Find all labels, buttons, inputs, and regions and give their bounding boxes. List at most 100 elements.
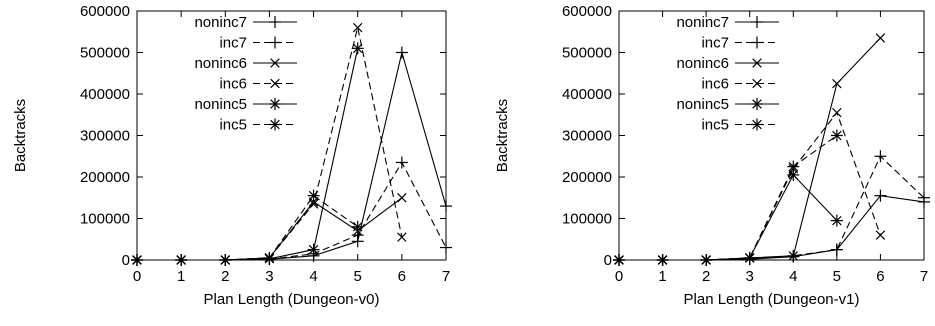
legend-marker bbox=[269, 98, 281, 110]
data-point-marker-stroke bbox=[832, 107, 842, 118]
plot-frame bbox=[136, 10, 447, 261]
data-point-marker-stroke bbox=[308, 199, 319, 209]
data-point-marker bbox=[875, 33, 886, 43]
x-tick-label: 6 bbox=[398, 268, 406, 285]
legend-marker-stroke bbox=[270, 119, 280, 130]
legend-marker bbox=[269, 118, 281, 131]
legend: noninc7 inc7 noninc6 inc6 noninc5 inc5 bbox=[194, 14, 297, 134]
data-point-marker-stroke bbox=[832, 78, 842, 89]
x-tick-label: 5 bbox=[354, 268, 362, 285]
x-tick-label: 1 bbox=[658, 268, 666, 285]
x-tick-label: 0 bbox=[133, 268, 141, 285]
data-point-marker bbox=[352, 22, 363, 33]
legend-marker-stroke bbox=[752, 119, 762, 130]
y-axis-label: Backtracks bbox=[12, 99, 29, 172]
data-point-marker-stroke bbox=[875, 33, 886, 43]
series-inc5 bbox=[131, 189, 364, 266]
data-point-marker-stroke bbox=[397, 232, 407, 242]
data-point-marker bbox=[397, 193, 407, 203]
series-inc6 bbox=[132, 22, 407, 265]
x-tick-label: 5 bbox=[833, 268, 841, 285]
data-point-marker-stroke bbox=[397, 193, 407, 203]
data-point-marker bbox=[830, 243, 843, 256]
data-point-marker-stroke bbox=[614, 255, 624, 265]
plot-frame bbox=[618, 10, 925, 261]
x-tick-label: 4 bbox=[309, 268, 317, 285]
chart-panel-0: 0 1 2 3 4 5 6 7 0 100000 200000 300000 400000 500000 6… bbox=[12, 3, 452, 308]
legend-label: noninc7 bbox=[194, 14, 247, 31]
y-tick-label: 300000 bbox=[80, 128, 130, 145]
data-point-marker bbox=[219, 254, 232, 266]
legend-marker-stroke bbox=[270, 78, 280, 89]
data-point-marker bbox=[787, 160, 800, 173]
x-tick-label: 3 bbox=[746, 268, 754, 285]
y-tick-label: 400000 bbox=[80, 86, 130, 103]
legend-label: noninc7 bbox=[676, 14, 729, 31]
data-point-marker bbox=[875, 230, 886, 240]
legend-marker bbox=[751, 36, 763, 49]
data-point-marker bbox=[307, 243, 320, 256]
data-point-marker-stroke bbox=[788, 251, 799, 261]
data-point-marker bbox=[440, 200, 452, 213]
legend-label: inc7 bbox=[701, 35, 729, 52]
data-point-marker bbox=[395, 156, 408, 169]
data-point-marker bbox=[656, 254, 669, 266]
y-tick-label: 500000 bbox=[562, 45, 612, 62]
data-point-marker bbox=[307, 189, 320, 202]
x-tick-label: 7 bbox=[920, 268, 928, 285]
legend-marker bbox=[269, 16, 281, 28]
x-tick-label: 4 bbox=[789, 268, 797, 285]
data-point-marker bbox=[351, 220, 364, 233]
data-point-marker bbox=[700, 254, 713, 266]
legend-label: inc5 bbox=[219, 117, 247, 134]
x-tick-label: 1 bbox=[177, 268, 185, 285]
x-axis-label: Plan Length (Dungeon-v0) bbox=[204, 291, 380, 308]
y-tick-label: 200000 bbox=[562, 169, 612, 186]
y-axis-label: Backtracks bbox=[494, 99, 511, 172]
legend-label: noninc6 bbox=[676, 55, 729, 72]
legend-marker-stroke bbox=[270, 58, 280, 68]
legend-marker bbox=[752, 78, 762, 89]
legend-label: inc5 bbox=[701, 117, 729, 134]
chart-panel-1: 0 1 2 3 4 5 6 7 0 100000 200000 300000 400000 500000 6… bbox=[494, 3, 930, 308]
data-point-marker-stroke bbox=[701, 255, 711, 265]
data-point-marker bbox=[832, 78, 842, 89]
data-point-marker-stroke bbox=[308, 244, 319, 255]
legend-marker-stroke bbox=[752, 78, 762, 89]
legend-marker bbox=[269, 36, 281, 49]
series-line bbox=[619, 111, 881, 261]
data-point-marker-stroke bbox=[176, 255, 186, 265]
legend-marker bbox=[751, 16, 763, 28]
y-tick-label: 0 bbox=[122, 252, 130, 269]
data-point-marker-stroke bbox=[788, 170, 799, 180]
series-line bbox=[619, 155, 925, 261]
series-noninc6 bbox=[614, 33, 886, 265]
series-line bbox=[137, 197, 403, 261]
series-noninc5 bbox=[613, 168, 843, 266]
data-point-marker bbox=[131, 254, 143, 266]
x-axis-label: Plan Length (Dungeon-v1) bbox=[684, 291, 860, 308]
y-tick-label: 500000 bbox=[80, 45, 130, 62]
x-tick-label: 2 bbox=[221, 268, 229, 285]
data-point-marker-stroke bbox=[875, 230, 886, 240]
series-line bbox=[619, 37, 881, 261]
legend-label: inc6 bbox=[701, 76, 729, 93]
y-tick-label: 600000 bbox=[562, 3, 612, 20]
legend-marker-stroke bbox=[752, 99, 762, 109]
series-line bbox=[619, 173, 838, 261]
data-point-marker-stroke bbox=[352, 43, 363, 54]
legend-marker-stroke bbox=[270, 99, 280, 109]
series-line bbox=[619, 135, 838, 261]
legend-label: inc6 bbox=[219, 76, 247, 93]
x-tick-label: 3 bbox=[265, 268, 273, 285]
series-inc5 bbox=[613, 129, 843, 266]
data-point-marker-stroke bbox=[744, 253, 755, 263]
data-point-marker bbox=[395, 46, 408, 59]
series-line bbox=[137, 161, 447, 261]
data-point-marker bbox=[788, 251, 799, 261]
data-point-marker bbox=[743, 251, 756, 264]
data-point-marker bbox=[175, 254, 188, 266]
y-tick-label: 400000 bbox=[562, 86, 612, 103]
legend-marker bbox=[270, 78, 280, 89]
